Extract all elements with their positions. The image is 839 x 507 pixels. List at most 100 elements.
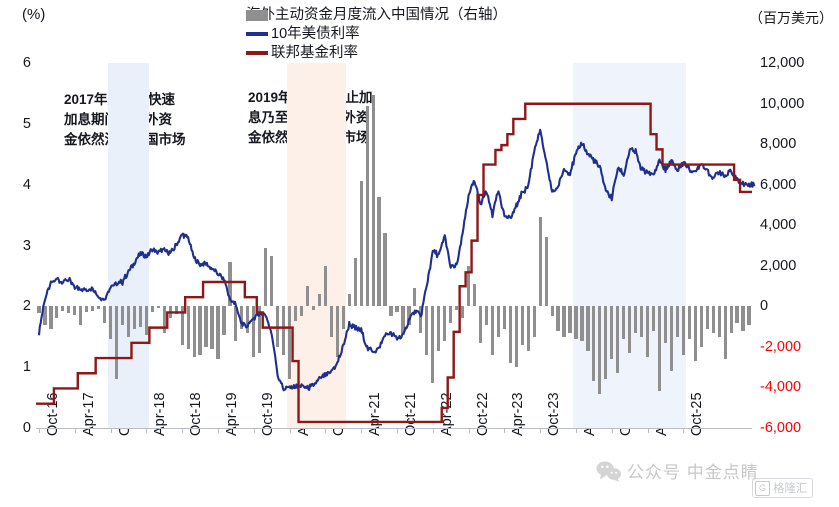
bar-monthly-flow: [395, 306, 399, 313]
bar-monthly-flow: [61, 306, 65, 312]
bar-monthly-flow: [556, 306, 560, 331]
bar-monthly-flow: [425, 306, 429, 355]
bar-monthly-flow: [246, 306, 250, 333]
bar-monthly-flow: [693, 306, 697, 362]
bar-monthly-flow: [49, 306, 53, 329]
bar-monthly-flow: [484, 306, 489, 325]
bar-monthly-flow: [723, 306, 727, 360]
line-swatch-icon: [246, 51, 268, 55]
x-axis-tickmark: [396, 428, 398, 433]
left-axis-tick-label: 0: [22, 420, 31, 436]
bar-monthly-flow: [735, 306, 739, 323]
bar-monthly-flow: [97, 306, 101, 310]
right-axis-tick-label: -4,000: [760, 379, 802, 396]
bar-monthly-flow: [204, 306, 208, 347]
bar-monthly-flow: [550, 306, 554, 317]
right-axis-tick-label: 12,000: [760, 55, 805, 71]
right-axis-tick-label: 10,000: [760, 95, 805, 112]
bar-monthly-flow: [628, 306, 632, 353]
x-axis-tickmark: [253, 428, 255, 433]
x-axis-tickmark: [647, 428, 649, 433]
bar-monthly-flow: [520, 306, 524, 345]
bar-monthly-flow: [663, 306, 668, 343]
plot-area: [36, 63, 756, 433]
legend-item-0[interactable]: 海外主动资金月度流入中国情况（右轴）: [246, 6, 666, 24]
bar-monthly-flow: [729, 306, 733, 333]
bar-monthly-flow: [449, 306, 453, 323]
bar-monthly-flow: [574, 306, 578, 339]
bar-monthly-flow: [359, 180, 363, 307]
bar-monthly-flow: [640, 306, 644, 337]
bar-monthly-flow: [675, 306, 679, 337]
bar-monthly-flow: [91, 306, 95, 312]
bar-monthly-flow: [681, 306, 685, 355]
x-axis-tickmark: [110, 428, 112, 433]
bar-monthly-flow: [472, 284, 477, 307]
bar-monthly-flow: [299, 306, 304, 317]
bar-monthly-flow: [252, 306, 256, 358]
bar-monthly-flow: [79, 306, 83, 325]
bar-monthly-flow: [466, 265, 471, 307]
bar-monthly-flow: [234, 306, 238, 341]
bar-monthly-flow: [216, 306, 220, 360]
bar-monthly-flow: [622, 306, 626, 339]
x-axis-baseline: [36, 428, 752, 429]
x-axis-tickmark: [325, 428, 327, 433]
bar-monthly-flow: [586, 306, 590, 351]
shaded-band-2017-fed-hike-band: [107, 63, 150, 428]
bar-monthly-flow: [55, 306, 59, 319]
x-axis-tickmark: [217, 428, 219, 433]
bar-monthly-flow: [293, 306, 298, 321]
bar-monthly-flow: [108, 306, 113, 339]
bar-monthly-flow: [496, 306, 500, 337]
bar-monthly-flow: [604, 306, 608, 380]
bar-monthly-flow: [741, 306, 745, 331]
left-axis-ticks: 0 1 2 3 4 5 6: [0, 55, 31, 436]
left-axis-tick-label: 5: [22, 115, 31, 132]
bar-monthly-flow: [210, 306, 214, 349]
bar-monthly-flow: [371, 95, 375, 307]
bar-monthly-flow: [413, 288, 417, 307]
bar-monthly-flow: [562, 306, 566, 337]
bar-monthly-flow: [669, 306, 674, 372]
bar-monthly-flow: [401, 306, 405, 335]
shaded-band-2024-25-band: [573, 63, 687, 428]
left-axis-tick-label: 6: [22, 55, 31, 71]
bar-monthly-flow: [717, 306, 721, 337]
right-axis-unit-label: （百万美元）: [749, 10, 833, 26]
x-axis-tickmark: [504, 428, 506, 433]
legend-item-2[interactable]: 联邦基金利率: [246, 44, 666, 62]
bar-monthly-flow: [138, 306, 142, 327]
bar-monthly-flow: [180, 306, 184, 345]
bar-monthly-flow: [747, 306, 751, 325]
legend-item-label: 海外主动资金月度流入中国情况（右轴）: [246, 7, 507, 23]
bar-monthly-flow: [329, 306, 333, 337]
bar-monthly-flow: [240, 306, 244, 329]
legend-item-1[interactable]: 10年美债利率: [246, 25, 666, 43]
bar-monthly-flow: [383, 233, 387, 307]
bar-monthly-flow: [610, 306, 614, 360]
bar-monthly-flow: [365, 105, 369, 307]
bar-monthly-flow: [651, 306, 656, 331]
right-axis-tick-label: 0: [760, 298, 769, 315]
x-axis-tickmark: [74, 428, 76, 433]
x-axis-tickmark: [540, 428, 542, 433]
left-axis-tick-label: 2: [22, 298, 31, 315]
right-axis-tick-label: 6,000: [760, 176, 797, 193]
bar-monthly-flow: [317, 294, 321, 307]
right-axis-tick-label: 8,000: [760, 136, 797, 153]
bar-monthly-flow: [389, 306, 393, 317]
bar-monthly-flow: [103, 306, 107, 323]
bar-monthly-flow: [192, 306, 196, 358]
bar-monthly-flow: [616, 306, 620, 374]
bar-monthly-flow: [502, 306, 506, 329]
bar-monthly-flow: [264, 247, 268, 307]
bar-monthly-flow: [73, 306, 77, 316]
bar-swatch-icon: [246, 9, 268, 21]
x-axis-tickmark: [38, 428, 40, 433]
left-axis-unit-label: (%): [22, 6, 46, 23]
bar-monthly-flow: [580, 306, 584, 341]
bar-monthly-flow: [305, 286, 310, 307]
chart-legend: 海外主动资金月度流入中国情况（右轴） 10年美债利率 联邦基金利率: [246, 6, 666, 63]
